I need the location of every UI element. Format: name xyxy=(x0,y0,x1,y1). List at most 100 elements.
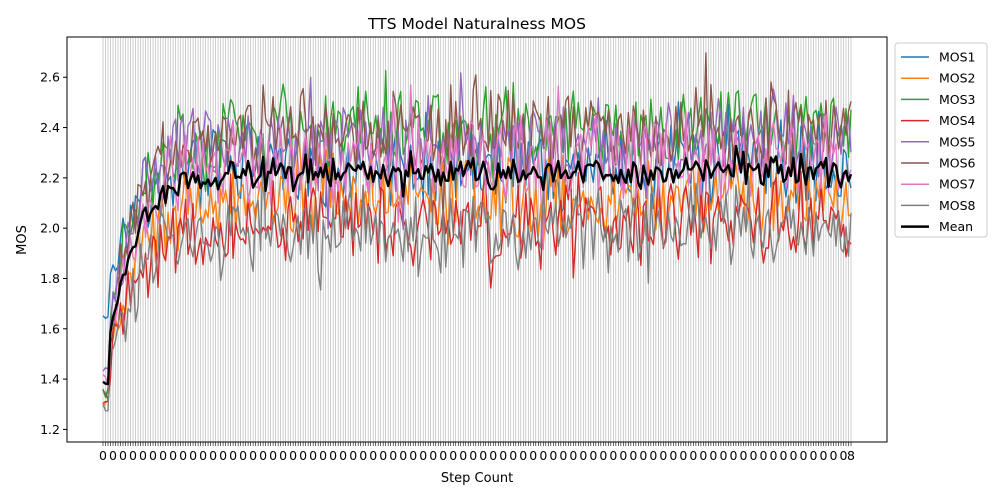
x-tick-label: 0 xyxy=(359,448,367,463)
x-tick-label: 0 xyxy=(489,448,497,463)
y-axis-ticks: 1.2 1.4 1.6 1.8 2.0 2.2 2.4 2.6 xyxy=(40,70,67,437)
series-line-mos5 xyxy=(102,72,852,372)
x-tick-label: 0 xyxy=(619,448,627,463)
x-tick-label: 0 xyxy=(259,448,267,463)
x-tick-label: 0 xyxy=(809,448,817,463)
x-tick-label: 0 xyxy=(589,448,597,463)
x-tick-label: 0 xyxy=(699,448,707,463)
x-tick-label: 0 xyxy=(379,448,387,463)
legend-box xyxy=(894,42,988,238)
x-tick-label: 0 xyxy=(279,448,287,463)
x-tick-label: 0 xyxy=(469,448,477,463)
x-tick-label: 0 xyxy=(719,448,727,463)
x-tick-label: 0 xyxy=(399,448,407,463)
legend-label: MOS2 xyxy=(939,71,976,86)
x-tick-label: 0 xyxy=(339,448,347,463)
x-tick-label: 0 xyxy=(519,448,527,463)
x-tick-label: 0 xyxy=(189,448,197,463)
y-tick-label: 1.8 xyxy=(40,271,60,286)
x-tick-label: 0 xyxy=(409,448,417,463)
x-tick-label: 0 xyxy=(729,448,737,463)
y-tick-label: 2.6 xyxy=(40,70,60,85)
x-tick-label: 0 xyxy=(779,448,787,463)
x-tick-label: 0 xyxy=(99,448,107,463)
y-tick-label: 1.4 xyxy=(40,372,60,387)
x-tick-label: 0 xyxy=(599,448,607,463)
y-tick-label: 1.6 xyxy=(40,321,60,336)
legend-label: MOS8 xyxy=(939,198,976,213)
x-tick-label: 0 xyxy=(179,448,187,463)
series-line-mean xyxy=(102,144,853,386)
x-tick-label: 0 xyxy=(159,448,167,463)
x-tick-label: 0 xyxy=(169,448,177,463)
legend-label: MOS1 xyxy=(939,50,976,65)
x-tick-label: 0 xyxy=(129,448,137,463)
x-tick-label: 0 xyxy=(830,448,838,463)
x-tick-label: 0 xyxy=(269,448,277,463)
x-tick-label: 0 xyxy=(509,448,517,463)
x-tick-label: 0 xyxy=(369,448,377,463)
x-tick-label: 0 xyxy=(749,448,757,463)
x-tick-label: 0 xyxy=(820,448,828,463)
x-tick-label: 0 xyxy=(449,448,457,463)
y-axis-label: MOS xyxy=(15,225,30,255)
x-tick-label: 0 xyxy=(499,448,507,463)
x-tick-label: 0 xyxy=(609,448,617,463)
legend-label: MOS6 xyxy=(939,156,976,171)
legend-label: MOS3 xyxy=(939,92,976,107)
y-tick-label: 2.2 xyxy=(40,170,60,185)
y-tick-label: 1.2 xyxy=(40,422,60,437)
x-tick-label: 0 xyxy=(209,448,217,463)
chart-title: TTS Model Naturalness MOS xyxy=(367,15,586,33)
legend-label: MOS5 xyxy=(939,134,976,149)
x-tick-label: 0 xyxy=(329,448,337,463)
x-tick-label: 0 xyxy=(669,448,677,463)
x-tick-label: 0 xyxy=(689,448,697,463)
x-tick-label: 0 xyxy=(569,448,577,463)
x-tick-label: 0 xyxy=(119,448,127,463)
x-tick-label: 0 xyxy=(289,448,297,463)
x-tick-label: 0 xyxy=(739,448,747,463)
series-line-mos8 xyxy=(102,133,852,412)
x-tick-label: 0 xyxy=(139,448,147,463)
x-tick-label: 0 xyxy=(659,448,667,463)
x-tick-label: 0 xyxy=(639,448,647,463)
x-tick-label: 0 xyxy=(349,448,357,463)
x-tick-label: 0 xyxy=(629,448,637,463)
y-tick-label: 2.4 xyxy=(40,120,60,135)
x-tick-label: 0 xyxy=(249,448,257,463)
x-tick-label: 0 xyxy=(439,448,447,463)
legend-label: MOS4 xyxy=(939,113,976,128)
x-tick-label: 0 xyxy=(299,448,307,463)
x-tick-label: 0 xyxy=(419,448,427,463)
x-tick-label: 0 xyxy=(649,448,657,463)
series-line-mos1 xyxy=(102,101,852,320)
x-tick-label: 0 xyxy=(789,448,797,463)
plot-frame xyxy=(66,36,888,443)
x-tick-label: 0 xyxy=(319,448,327,463)
x-tick-label: 0 xyxy=(549,448,557,463)
x-tick-label: 0 xyxy=(309,448,317,463)
x-tick-label: 0 xyxy=(579,448,587,463)
x-tick-label: 0 xyxy=(149,448,157,463)
x-tick-label: 0 xyxy=(529,448,537,463)
series-line-mos6 xyxy=(102,52,852,401)
x-tick-label: 0 xyxy=(199,448,207,463)
x-tick-label: 0 xyxy=(459,448,467,463)
x-tick-label: 8 xyxy=(847,448,855,463)
x-tick-label: 0 xyxy=(799,448,807,463)
y-tick-label: 2.0 xyxy=(40,221,60,236)
x-tick-label: 0 xyxy=(559,448,567,463)
x-tick-label: 0 xyxy=(759,448,767,463)
x-tick-label: 0 xyxy=(109,448,117,463)
series-lines xyxy=(102,52,853,412)
x-tick-label: 0 xyxy=(539,448,547,463)
legend-label: MOS7 xyxy=(939,177,976,192)
x-tick-label: 0 xyxy=(840,448,848,463)
x-axis-label: Step Count xyxy=(441,471,513,486)
x-tick-label: 0 xyxy=(239,448,247,463)
x-tick-label: 0 xyxy=(219,448,227,463)
